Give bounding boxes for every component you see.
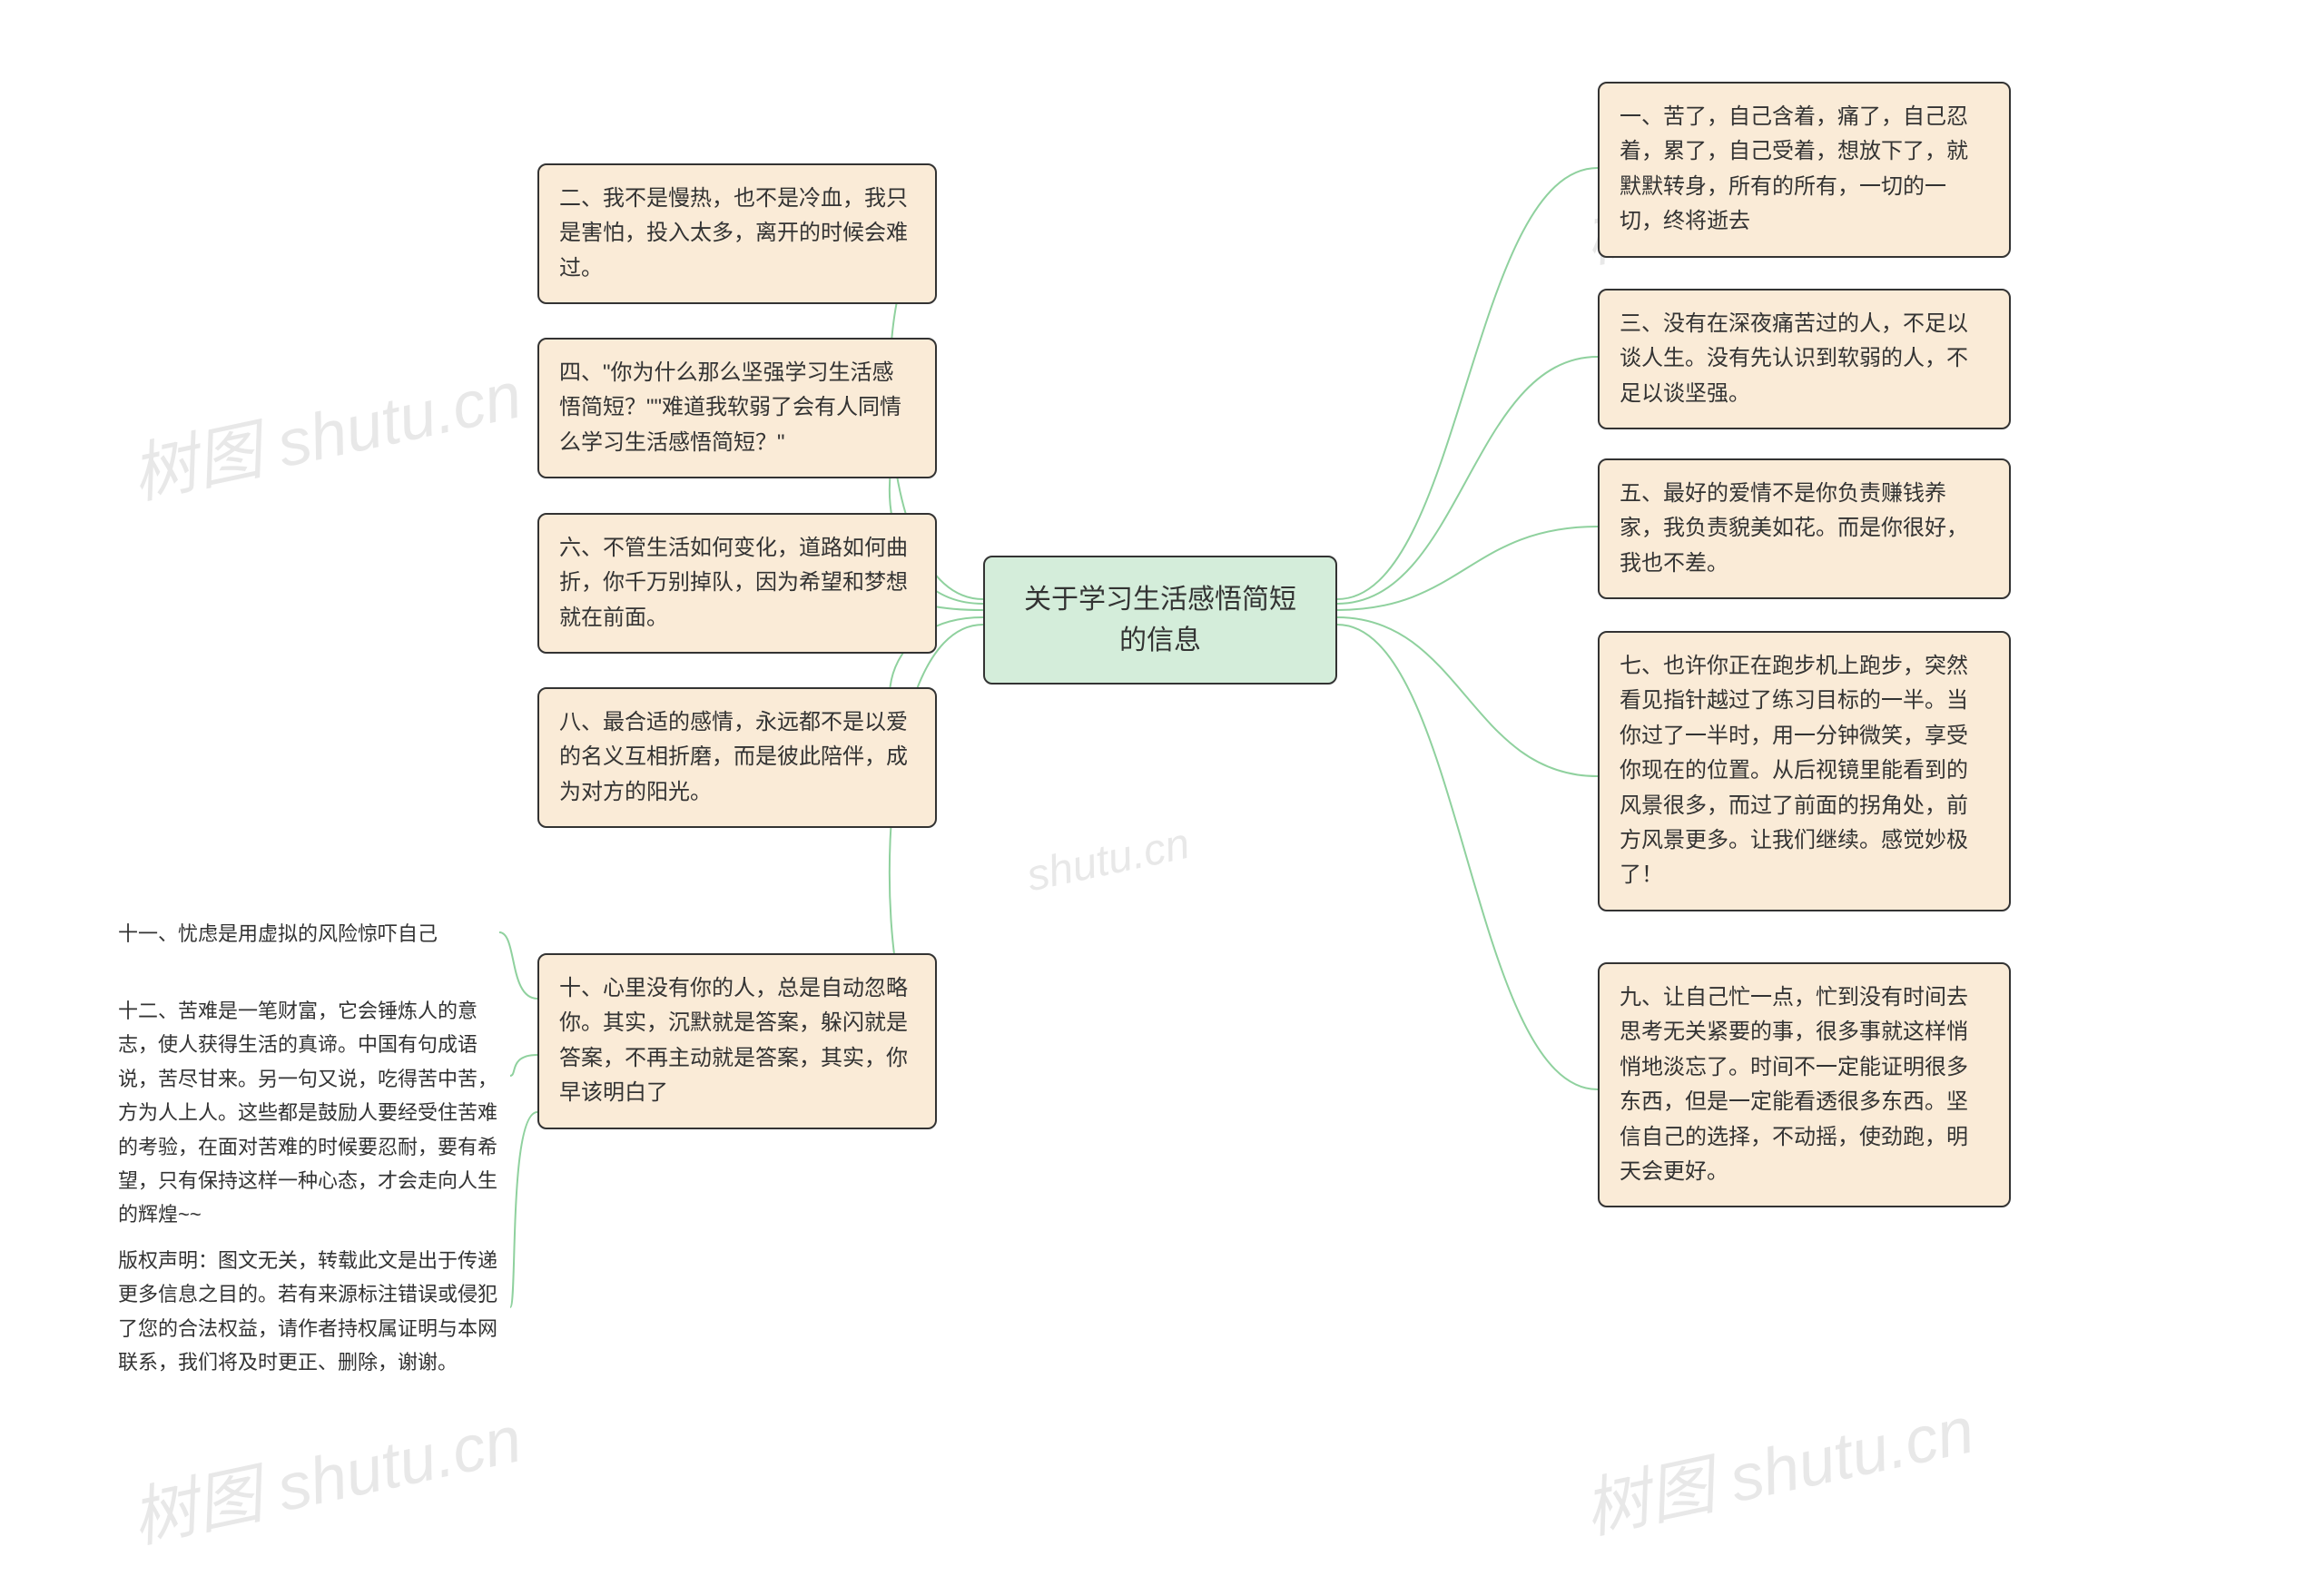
node-text: 十一、忧虑是用虚拟的风险惊吓自己 bbox=[118, 922, 438, 945]
node-text: 十二、苦难是一笔财富，它会锤炼人的意志，使人获得生活的真谛。中国有句成语说，苦尽… bbox=[118, 1000, 497, 1226]
node-text: 六、不管生活如何变化，道路如何曲折，你千万别掉队，因为希望和梦想就在前面。 bbox=[559, 536, 908, 630]
node-text: 三、没有在深夜痛苦过的人，不足以谈人生。没有先认识到软弱的人，不足以谈坚强。 bbox=[1620, 311, 1968, 406]
node-text: 九、让自己忙一点，忙到没有时间去思考无关紧要的事，很多事就这样悄悄地淡忘了。时间… bbox=[1620, 985, 1968, 1184]
node-p11[interactable]: 十一、忧虑是用虚拟的风险惊吓自己 bbox=[118, 917, 499, 951]
node-p12[interactable]: 十二、苦难是一笔财富，它会锤炼人的意志，使人获得生活的真谛。中国有句成语说，苦尽… bbox=[118, 994, 508, 1232]
center-topic-text: 关于学习生活感悟简短的信息 bbox=[1024, 585, 1296, 655]
node-l2[interactable]: 二、我不是慢热，也不是冷血，我只是害怕，投入太多，离开的时候会难过。 bbox=[537, 163, 937, 304]
node-l6[interactable]: 六、不管生活如何变化，道路如何曲折，你千万别掉队，因为希望和梦想就在前面。 bbox=[537, 513, 937, 654]
node-text: 五、最好的爱情不是你负责赚钱养家，我负责貌美如花。而是你很好，我也不差。 bbox=[1620, 481, 1968, 576]
node-text: 版权声明：图文无关，转载此文是出于传递更多信息之目的。若有来源标注错误或侵犯了您… bbox=[118, 1249, 497, 1374]
node-l8[interactable]: 八、最合适的感情，永远都不是以爱的名义互相折磨，而是彼此陪伴，成为对方的阳光。 bbox=[537, 687, 937, 828]
node-text: 一、苦了，自己含着，痛了，自己忍着，累了，自己受着，想放下了，就默默转身，所有的… bbox=[1620, 104, 1968, 233]
node-r5[interactable]: 五、最好的爱情不是你负责赚钱养家，我负责貌美如花。而是你很好，我也不差。 bbox=[1598, 458, 2011, 599]
node-text: 八、最合适的感情，永远都不是以爱的名义互相折磨，而是彼此陪伴，成为对方的阳光。 bbox=[559, 710, 908, 804]
node-text: 二、我不是慢热，也不是冷血，我只是害怕，投入太多，离开的时候会难过。 bbox=[559, 186, 908, 281]
node-r9[interactable]: 九、让自己忙一点，忙到没有时间去思考无关紧要的事，很多事就这样悄悄地淡忘了。时间… bbox=[1598, 962, 2011, 1207]
center-topic[interactable]: 关于学习生活感悟简短的信息 bbox=[983, 556, 1337, 685]
node-r3[interactable]: 三、没有在深夜痛苦过的人，不足以谈人生。没有先认识到软弱的人，不足以谈坚强。 bbox=[1598, 289, 2011, 429]
node-text: 十、心里没有你的人，总是自动忽略你。其实，沉默就是答案，躲闪就是答案，不再主动就… bbox=[559, 976, 908, 1105]
watermark: 树图 shutu.cn bbox=[122, 341, 528, 517]
node-l4[interactable]: 四、"你为什么那么坚强学习生活感悟简短？""难道我软弱了会有人同情么学习生活感悟… bbox=[537, 338, 937, 478]
node-copyright: 版权声明：图文无关，转载此文是出于传递更多信息之目的。若有来源标注错误或侵犯了您… bbox=[118, 1244, 508, 1380]
node-l10[interactable]: 十、心里没有你的人，总是自动忽略你。其实，沉默就是答案，躲闪就是答案，不再主动就… bbox=[537, 953, 937, 1129]
node-r1[interactable]: 一、苦了，自己含着，痛了，自己忍着，累了，自己受着，想放下了，就默默转身，所有的… bbox=[1598, 82, 2011, 258]
watermark: shutu.cn bbox=[1022, 819, 1194, 902]
watermark: 树图 shutu.cn bbox=[122, 1385, 528, 1561]
node-text: 四、"你为什么那么坚强学习生活感悟简短？""难道我软弱了会有人同情么学习生活感悟… bbox=[559, 360, 901, 455]
node-text: 七、也许你正在跑步机上跑步，突然看见指针越过了练习目标的一半。当你过了一半时，用… bbox=[1620, 654, 1968, 887]
node-r7[interactable]: 七、也许你正在跑步机上跑步，突然看见指针越过了练习目标的一半。当你过了一半时，用… bbox=[1598, 631, 2011, 911]
watermark: 树图 shutu.cn bbox=[1574, 1376, 1981, 1552]
